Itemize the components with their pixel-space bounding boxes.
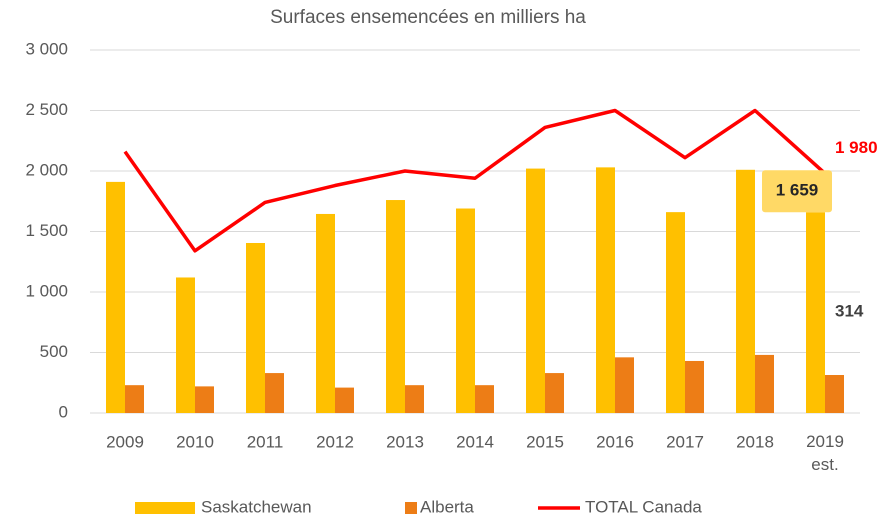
x-tick-label: 2016 bbox=[596, 432, 634, 451]
legend-label: TOTAL Canada bbox=[585, 497, 702, 516]
bar bbox=[685, 360, 704, 413]
bar bbox=[316, 213, 335, 413]
bar bbox=[456, 208, 475, 413]
x-tick-label: 2011 bbox=[247, 432, 284, 451]
legend-swatch bbox=[405, 502, 417, 514]
value-label-box bbox=[762, 170, 832, 213]
bar bbox=[265, 373, 284, 413]
bar bbox=[195, 386, 214, 413]
bar bbox=[246, 242, 265, 413]
x-tick-label: 2012 bbox=[316, 432, 354, 451]
bar bbox=[125, 385, 144, 413]
bar bbox=[526, 168, 545, 413]
y-tick-label: 2 000 bbox=[25, 160, 68, 179]
bar bbox=[475, 385, 494, 413]
line-series bbox=[123, 108, 827, 253]
bar bbox=[755, 354, 774, 413]
value-label: 314 bbox=[835, 301, 864, 320]
bar bbox=[736, 169, 755, 413]
y-tick-label: 500 bbox=[40, 342, 68, 361]
value-label: 1 659 bbox=[776, 181, 819, 200]
bar bbox=[596, 167, 615, 413]
x-tick-label: 2017 bbox=[666, 432, 704, 451]
y-tick-label: 1 500 bbox=[25, 221, 68, 240]
bar bbox=[405, 385, 424, 413]
x-tick-label: 2018 bbox=[736, 432, 774, 451]
bar bbox=[545, 373, 564, 413]
y-tick-label: 3 000 bbox=[25, 39, 68, 58]
bar bbox=[666, 212, 685, 413]
bar bbox=[615, 357, 634, 413]
x-tick-label: 2009 bbox=[106, 432, 144, 451]
bar bbox=[176, 277, 195, 413]
value-label: 1 980 bbox=[835, 138, 878, 157]
x-tick-label: 2015 bbox=[526, 432, 564, 451]
bar bbox=[825, 375, 844, 413]
chart-title: Surfaces ensemencées en milliers ha bbox=[270, 7, 586, 28]
x-tick-label: 2010 bbox=[176, 432, 214, 451]
x-tick-label: 2013 bbox=[386, 432, 424, 451]
legend-swatch bbox=[135, 502, 195, 514]
y-tick-label: 1 000 bbox=[25, 281, 68, 300]
legend-label: Saskatchewan bbox=[201, 497, 312, 516]
legend-label: Alberta bbox=[420, 497, 474, 516]
bar bbox=[386, 200, 405, 413]
x-tick-label: 2014 bbox=[456, 432, 494, 451]
x-tick-label: 2019 est. bbox=[806, 432, 844, 474]
y-tick-label: 0 bbox=[59, 402, 68, 421]
y-tick-label: 2 500 bbox=[25, 100, 68, 119]
bar bbox=[806, 212, 825, 413]
bar bbox=[106, 181, 125, 413]
bar bbox=[335, 387, 354, 413]
